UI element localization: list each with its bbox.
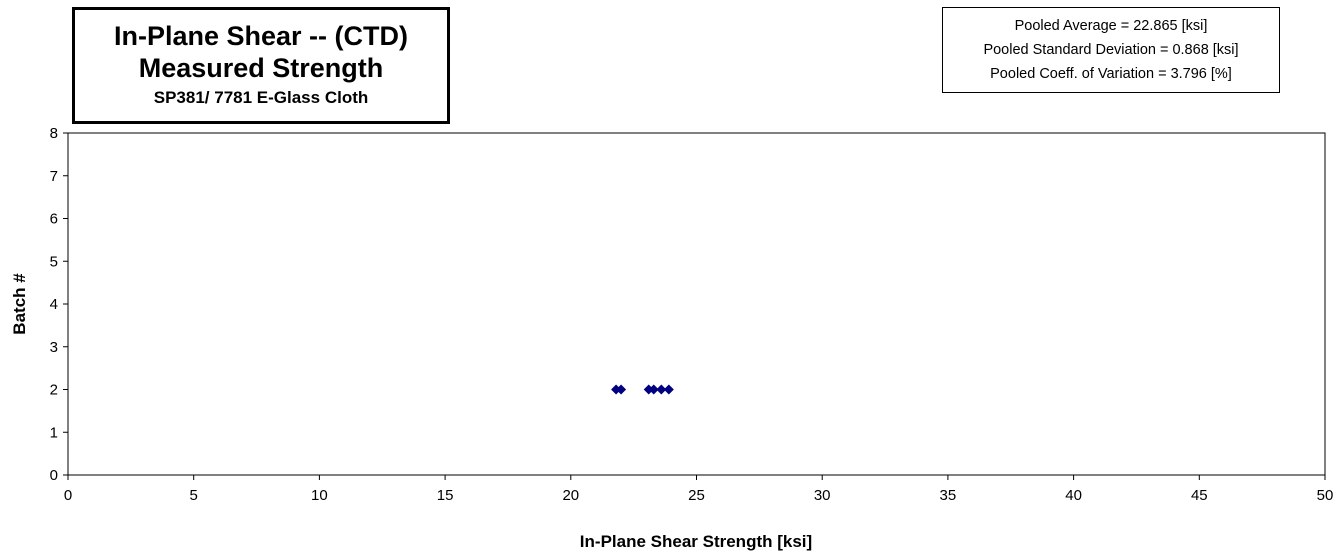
x-tick-label: 0 <box>64 487 72 504</box>
y-tick-label: 2 <box>50 382 58 399</box>
chart-title-box: In-Plane Shear -- (CTD) Measured Strengt… <box>72 7 450 124</box>
data-point <box>663 384 674 395</box>
y-tick-label: 5 <box>50 253 58 270</box>
chart-title: In-Plane Shear -- (CTD) <box>113 21 409 51</box>
chart-subtitle: Measured Strength <box>138 53 384 83</box>
x-axis-title: In-Plane Shear Strength [ksi] <box>580 532 812 551</box>
x-tick-label: 45 <box>1191 487 1208 504</box>
material-label: SP381/ 7781 E-Glass Cloth <box>153 88 369 107</box>
x-tick-label: 40 <box>1065 487 1082 504</box>
y-axis: 0 1 2 3 4 5 6 7 8 <box>50 125 68 484</box>
pooled-cov: Pooled Coeff. of Variation = 3.796 [%] <box>990 66 1232 82</box>
x-tick-label: 15 <box>437 487 454 504</box>
stats-box: Pooled Average = 22.865 [ksi] Pooled Sta… <box>942 7 1280 93</box>
x-tick-label: 10 <box>311 487 328 504</box>
x-tick-label: 20 <box>562 487 579 504</box>
y-tick-label: 7 <box>50 168 58 185</box>
data-point <box>656 384 667 395</box>
plot-area <box>67 132 1326 476</box>
data-points <box>611 384 674 395</box>
pooled-average: Pooled Average = 22.865 [ksi] <box>1014 18 1208 34</box>
y-tick-label: 6 <box>50 211 58 228</box>
x-axis: 0 5 10 15 20 25 30 35 40 45 50 <box>64 475 1334 504</box>
y-tick-label: 1 <box>50 424 58 441</box>
data-point <box>648 384 659 395</box>
y-tick-label: 4 <box>50 296 58 313</box>
y-tick-label: 8 <box>50 125 58 142</box>
x-tick-label: 30 <box>814 487 831 504</box>
y-tick-label: 3 <box>50 339 58 356</box>
pooled-std-dev: Pooled Standard Deviation = 0.868 [ksi] <box>983 42 1239 58</box>
x-tick-label: 25 <box>688 487 705 504</box>
y-tick-label: 0 <box>50 467 58 484</box>
y-axis-title: Batch # <box>10 273 29 335</box>
x-tick-label: 50 <box>1317 487 1334 504</box>
x-tick-label: 35 <box>940 487 957 504</box>
x-tick-label: 5 <box>190 487 198 504</box>
data-point <box>611 384 622 395</box>
data-point <box>643 384 654 395</box>
data-point <box>616 384 627 395</box>
